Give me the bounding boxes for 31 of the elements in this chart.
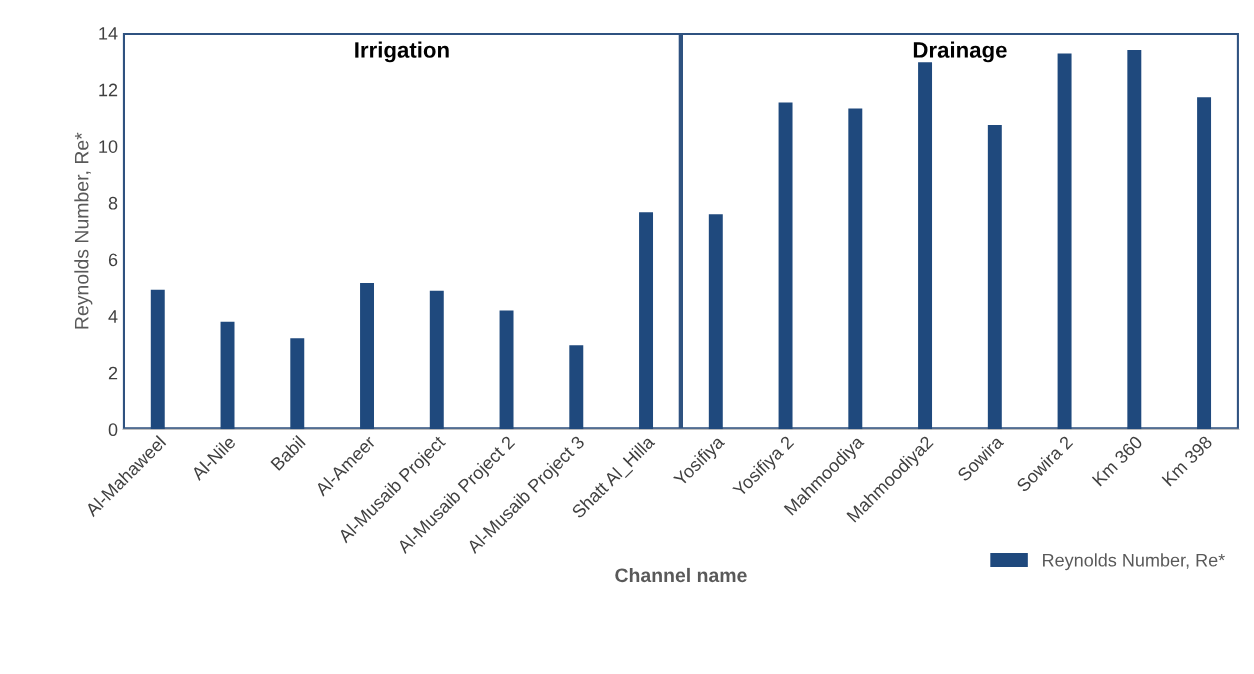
bar: [360, 282, 375, 430]
bar: [220, 321, 235, 430]
y-tick-label: 12: [99, 83, 118, 97]
y-axis-title: Reynolds Number, Re*: [74, 132, 93, 329]
bar: [987, 125, 1002, 430]
band-label: Drainage: [913, 41, 1007, 63]
x-tick-label: Km 398: [1161, 435, 1213, 487]
bar: [639, 212, 654, 430]
x-tick-label: Km 360: [1091, 435, 1144, 487]
y-tick-label: 8: [108, 196, 118, 210]
legend-label: Reynolds Number, Re*: [1043, 553, 1225, 571]
y-tick-label: 2: [108, 366, 118, 380]
bar: [290, 338, 305, 430]
bar: [778, 102, 793, 430]
bar: [918, 62, 933, 430]
bar: [1197, 97, 1212, 430]
y-tick-label: 6: [108, 253, 118, 267]
y-tick-label: 10: [99, 140, 118, 153]
bar: [1127, 50, 1142, 430]
y-tick-label: 14: [99, 27, 118, 40]
bar: [499, 310, 514, 430]
bar: [1057, 53, 1072, 430]
x-axis-title: Channel name: [615, 567, 747, 583]
band-label: Irrigation: [355, 41, 449, 63]
bar: [708, 214, 723, 430]
y-tick-label: 4: [108, 310, 118, 323]
bar: [429, 290, 444, 430]
bar: [569, 345, 584, 430]
y-tick-label: 0: [108, 423, 118, 437]
bar: [150, 289, 165, 430]
bar: [848, 108, 863, 430]
